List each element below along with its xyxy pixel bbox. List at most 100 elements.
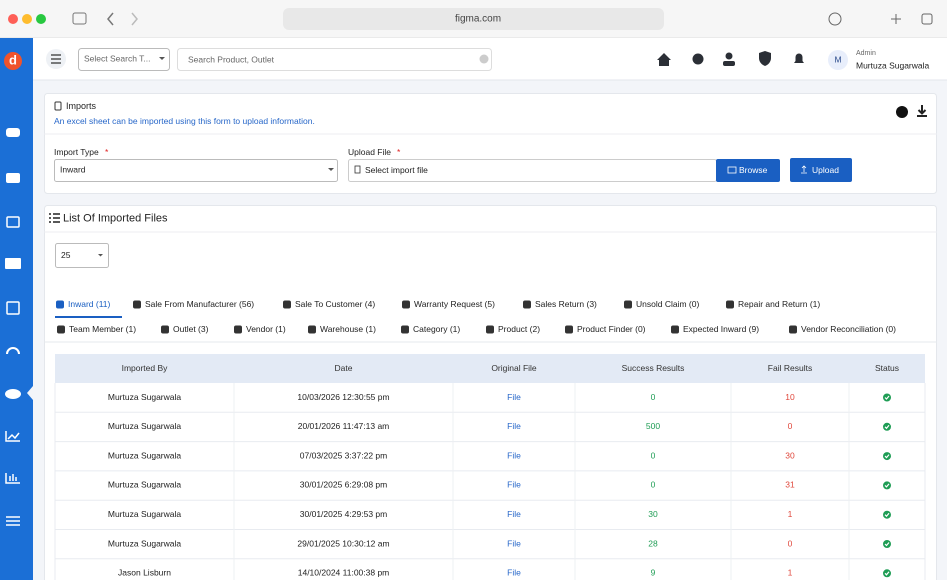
caret: [159, 57, 165, 60]
search-placeholder: Search Product, Outlet: [188, 54, 275, 64]
cell[interactable]: File: [507, 568, 521, 578]
tab[interactable]: Sale From Manufacturer (56): [145, 299, 254, 309]
column-header: Imported By: [122, 363, 169, 373]
sidebar-toggle[interactable]: [72, 12, 87, 25]
required-mark: *: [105, 147, 109, 157]
upload-text: Upload: [812, 165, 839, 175]
cell[interactable]: File: [507, 392, 521, 402]
column-header: Fail Results: [768, 363, 812, 373]
tab[interactable]: Warehouse (1): [320, 324, 376, 334]
address-bar[interactable]: [283, 8, 664, 30]
upload-button[interactable]: [790, 158, 852, 182]
download[interactable]: [828, 12, 842, 26]
settings-icon[interactable]: [692, 53, 704, 65]
tab-icon: [308, 325, 316, 334]
tab[interactable]: Category (1): [413, 324, 460, 334]
avatar-initial: M: [834, 54, 841, 64]
cell[interactable]: File: [507, 509, 521, 519]
upload-placeholder: Select import file: [365, 165, 428, 175]
search-type-select[interactable]: [78, 48, 170, 71]
file-icon: [354, 165, 361, 174]
nav-icon[interactable]: [6, 347, 20, 355]
nav-icon[interactable]: [6, 216, 20, 228]
nav-icon[interactable]: [6, 128, 20, 137]
browse-button[interactable]: [716, 159, 780, 182]
cell: 28: [648, 538, 658, 548]
tab[interactable]: Sale To Customer (4): [295, 299, 375, 309]
tab[interactable]: Inward (11): [68, 299, 111, 309]
nav-icon[interactable]: [6, 516, 20, 526]
imports-title: Imports: [66, 101, 97, 111]
import-type-select[interactable]: [54, 159, 338, 182]
status-check: [884, 454, 890, 459]
cell: 0: [651, 450, 656, 460]
tab[interactable]: Product (2): [498, 324, 540, 334]
close[interactable]: [8, 14, 18, 24]
import-type-label: Import Type: [54, 147, 99, 157]
shield-icon[interactable]: [759, 51, 771, 66]
tab[interactable]: Sales Return (3): [535, 299, 597, 309]
bell-icon[interactable]: [794, 53, 804, 63]
tab[interactable]: Product Finder (0): [577, 324, 646, 334]
cell[interactable]: File: [507, 450, 521, 460]
avatar[interactable]: [828, 50, 848, 70]
tab-icon: [486, 325, 494, 334]
cell[interactable]: File: [507, 480, 521, 490]
file-icon: [54, 101, 62, 111]
tab-icon: [57, 325, 65, 334]
back[interactable]: [107, 12, 114, 26]
nav-icon[interactable]: [5, 431, 20, 442]
menu-icon: [51, 54, 61, 64]
user-name[interactable]: Murtuza Sugarwala: [856, 60, 930, 70]
forward[interactable]: [131, 12, 138, 26]
tab[interactable]: Outlet (3): [173, 324, 209, 334]
tab-icon: [789, 325, 797, 334]
browse-text: Browse: [739, 165, 768, 175]
home-icon[interactable]: [657, 53, 671, 66]
tabs[interactable]: [921, 13, 933, 25]
cell: Murtuza Sugarwala: [108, 509, 182, 519]
tab[interactable]: Team Member (1): [69, 324, 136, 334]
tab[interactable]: Vendor Reconciliation (0): [801, 324, 896, 334]
tab[interactable]: Vendor (1): [246, 324, 286, 334]
cell: 31: [785, 480, 795, 490]
page-size-select[interactable]: [55, 243, 109, 268]
page-size: 25: [61, 250, 71, 260]
clear-search[interactable]: [479, 54, 489, 64]
nav-icon[interactable]: [5, 473, 20, 484]
nav-icon[interactable]: [6, 173, 20, 183]
search-input[interactable]: [177, 48, 492, 71]
minimize[interactable]: [22, 14, 32, 24]
folder-icon: [727, 166, 737, 174]
tab[interactable]: Repair and Return (1): [738, 299, 820, 309]
status-check: [884, 395, 890, 400]
tab[interactable]: Unsold Claim (0): [636, 299, 699, 309]
cell: 14/10/2024 11:00:38 pm: [298, 568, 390, 578]
tab-icon: [671, 325, 679, 334]
tab[interactable]: Expected Inward (9): [683, 324, 759, 334]
cell[interactable]: File: [507, 421, 521, 431]
cell: Murtuza Sugarwala: [108, 538, 182, 548]
cell: 10/03/2026 12:30:55 pm: [297, 392, 389, 402]
cell: 30/01/2025 6:29:08 pm: [300, 480, 387, 490]
tab[interactable]: Warranty Request (5): [414, 299, 495, 309]
column-header: Original File: [491, 363, 537, 373]
nav-icon[interactable]: [6, 301, 20, 315]
cell[interactable]: File: [507, 538, 521, 548]
nav-icon[interactable]: [5, 258, 21, 269]
info-icon[interactable]: [896, 106, 908, 118]
table-header: [55, 354, 925, 383]
download-icon[interactable]: [917, 105, 927, 117]
users-icon[interactable]: [725, 52, 733, 60]
sidebar-icons: [5, 128, 33, 526]
cell: 0: [788, 421, 793, 431]
new-tab[interactable]: [891, 14, 901, 24]
tab-icon: [283, 300, 291, 309]
list-card: [44, 205, 937, 585]
url: figma.com: [455, 14, 501, 25]
column-header: Status: [875, 363, 899, 373]
logo[interactable]: [4, 52, 22, 70]
nav-icon-active[interactable]: [5, 389, 21, 399]
maximize[interactable]: [36, 14, 46, 24]
